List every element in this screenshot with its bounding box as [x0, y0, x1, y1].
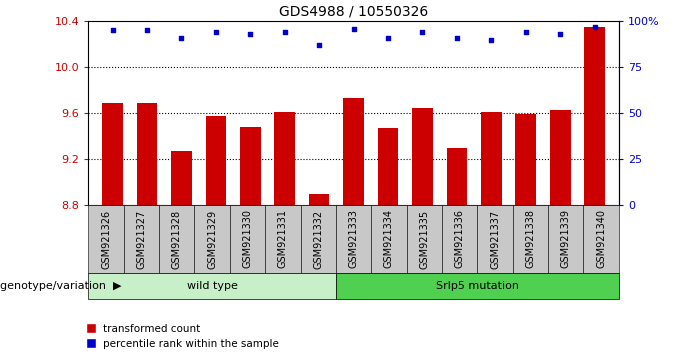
Text: GSM921340: GSM921340 — [596, 210, 606, 268]
Bar — [205, 116, 226, 205]
Text: Srlp5 mutation: Srlp5 mutation — [436, 281, 519, 291]
Point — [348, 26, 359, 32]
Point — [141, 28, 152, 33]
Bar — [171, 151, 192, 205]
Bar — [515, 114, 536, 205]
Text: GSM921332: GSM921332 — [313, 209, 323, 269]
Point — [520, 29, 531, 35]
Point — [210, 29, 221, 35]
Point — [245, 31, 256, 37]
Text: GSM921326: GSM921326 — [101, 209, 111, 269]
Text: GSM921337: GSM921337 — [490, 209, 500, 269]
Text: GSM921327: GSM921327 — [137, 209, 146, 269]
Point — [590, 24, 600, 30]
Point — [383, 35, 394, 41]
Legend: transformed count, percentile rank within the sample: transformed count, percentile rank withi… — [87, 324, 279, 349]
Text: genotype/variation  ▶: genotype/variation ▶ — [0, 281, 122, 291]
Text: GSM921335: GSM921335 — [420, 209, 429, 269]
Point — [452, 35, 462, 41]
Bar — [309, 194, 330, 205]
Bar — [102, 103, 123, 205]
Bar — [584, 27, 605, 205]
Point — [176, 35, 187, 41]
Text: GSM921334: GSM921334 — [384, 210, 394, 268]
Text: GSM921330: GSM921330 — [243, 210, 252, 268]
Bar — [550, 110, 571, 205]
Bar — [481, 112, 502, 205]
Text: GSM921336: GSM921336 — [455, 210, 464, 268]
Text: GSM921333: GSM921333 — [349, 210, 358, 268]
Text: wild type: wild type — [187, 281, 237, 291]
Point — [417, 29, 428, 35]
Bar — [447, 148, 467, 205]
Title: GDS4988 / 10550326: GDS4988 / 10550326 — [279, 5, 428, 19]
Bar — [275, 112, 295, 205]
Bar — [412, 108, 432, 205]
Bar — [137, 103, 157, 205]
Text: GSM921328: GSM921328 — [172, 209, 182, 269]
Point — [313, 42, 324, 48]
Text: GSM921329: GSM921329 — [207, 209, 217, 269]
Bar — [343, 98, 364, 205]
Point — [555, 31, 566, 37]
Point — [107, 28, 118, 33]
Bar — [377, 128, 398, 205]
Bar — [240, 127, 260, 205]
Text: GSM921339: GSM921339 — [561, 210, 571, 268]
Point — [279, 29, 290, 35]
Text: GSM921331: GSM921331 — [278, 210, 288, 268]
Point — [486, 37, 497, 42]
Text: GSM921338: GSM921338 — [526, 210, 535, 268]
